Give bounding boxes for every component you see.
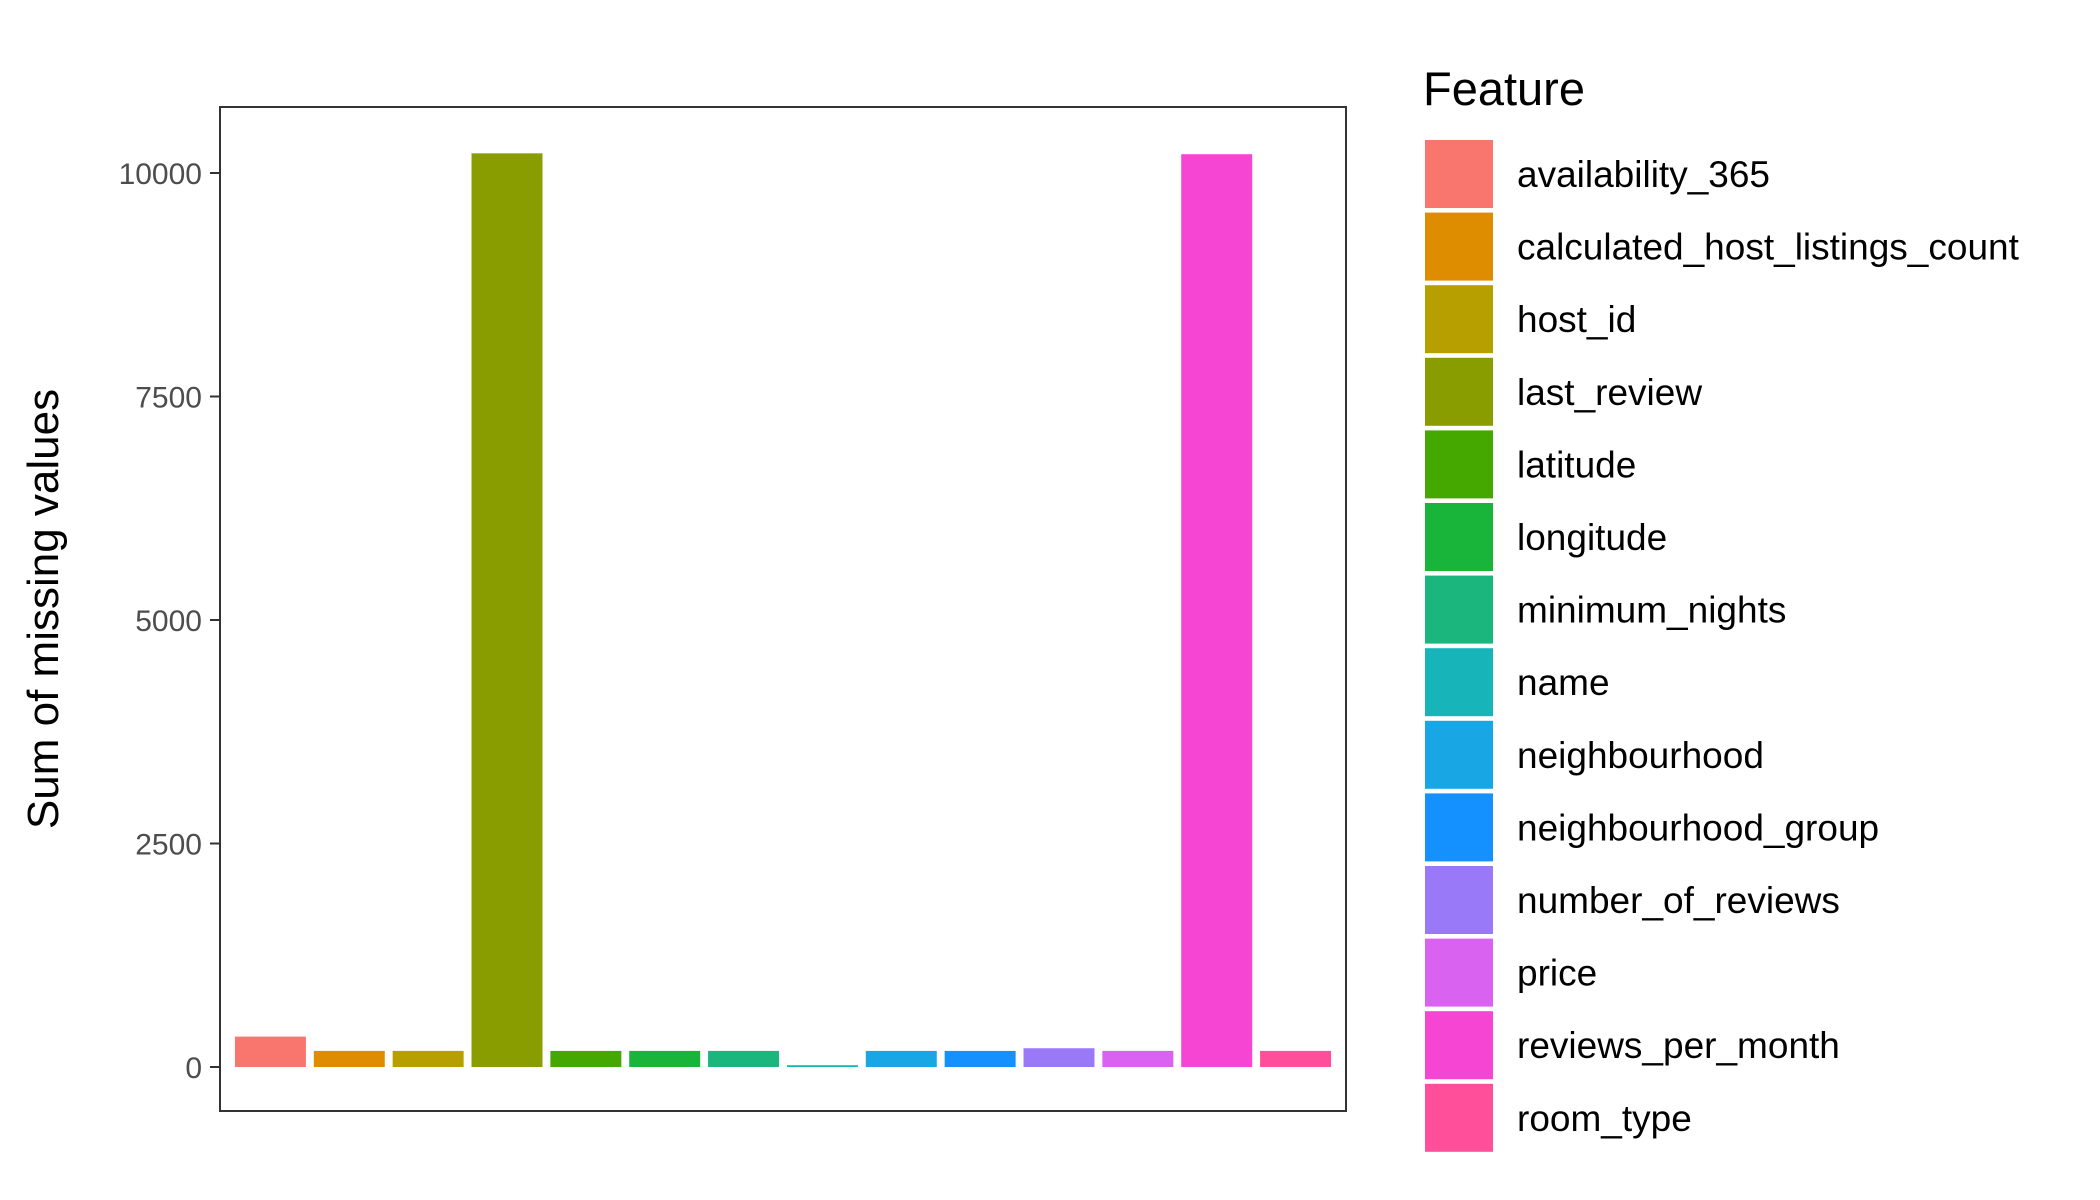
legend-key-latitude bbox=[1425, 430, 1493, 499]
y-tick-label: 0 bbox=[185, 1052, 202, 1085]
plot-panel-border bbox=[219, 106, 1347, 1112]
legend-key-price bbox=[1425, 938, 1493, 1007]
bar-last-review bbox=[471, 153, 543, 1067]
legend-label-number-of-reviews: number_of_reviews bbox=[1517, 880, 1840, 921]
bar-availability-365 bbox=[234, 1036, 306, 1067]
bar-price bbox=[1102, 1050, 1174, 1067]
legend-label-reviews-per-month: reviews_per_month bbox=[1517, 1025, 1840, 1066]
bar-longitude bbox=[629, 1050, 701, 1067]
bar-room-type bbox=[1260, 1050, 1332, 1067]
legend-title: Feature bbox=[1423, 62, 1585, 115]
y-tick-label: 2500 bbox=[135, 829, 202, 862]
y-tick-label: 5000 bbox=[135, 605, 202, 638]
legend-label-name: name bbox=[1517, 662, 1610, 703]
legend-key-neighbourhood bbox=[1425, 720, 1493, 789]
legend-key-longitude bbox=[1425, 503, 1493, 571]
legend-key-neighbourhood-group bbox=[1425, 793, 1493, 862]
y-axis-title: Sum of missing values bbox=[19, 389, 68, 829]
legend-key-name bbox=[1425, 648, 1493, 717]
legend-key-room-type bbox=[1425, 1083, 1493, 1152]
legend-label-host-id: host_id bbox=[1517, 299, 1636, 340]
legend-label-longitude: longitude bbox=[1517, 517, 1667, 558]
bar-minimum-nights bbox=[708, 1050, 780, 1067]
bar-neighbourhood bbox=[865, 1050, 937, 1067]
legend-key-number-of-reviews bbox=[1425, 866, 1493, 934]
legend-label-price: price bbox=[1517, 953, 1597, 994]
bar-neighbourhood-group bbox=[944, 1050, 1016, 1067]
bar-group bbox=[234, 153, 1332, 1067]
bar-number-of-reviews bbox=[1023, 1048, 1095, 1067]
legend-label-room-type: room_type bbox=[1517, 1098, 1692, 1139]
legend-label-latitude: latitude bbox=[1517, 444, 1636, 485]
legend-label-neighbourhood: neighbourhood bbox=[1517, 735, 1764, 776]
legend-key-host-id bbox=[1425, 285, 1493, 354]
legend-label-neighbourhood-group: neighbourhood_group bbox=[1517, 807, 1879, 848]
y-tick-label: 10000 bbox=[119, 158, 202, 191]
legend-key-calculated-host-listings-count bbox=[1425, 212, 1493, 281]
legend-label-minimum-nights: minimum_nights bbox=[1517, 590, 1786, 631]
legend-key-last-review bbox=[1425, 357, 1493, 426]
legend-label-last-review: last_review bbox=[1517, 372, 1702, 413]
bar-calculated-host-listings-count bbox=[313, 1050, 385, 1067]
legend: availability_365 calculated_host_listings… bbox=[1425, 140, 2020, 1152]
legend-label-availability-365: availability_365 bbox=[1517, 154, 1770, 195]
bar-host-id bbox=[392, 1050, 464, 1067]
y-tick-label: 7500 bbox=[135, 382, 202, 415]
bar-name bbox=[786, 1065, 858, 1067]
legend-key-minimum-nights bbox=[1425, 575, 1493, 644]
legend-label-calculated-host-listings-count: calculated_host_listings_count bbox=[1517, 227, 2020, 268]
legend-key-reviews-per-month bbox=[1425, 1011, 1493, 1080]
y-axis: 0 2500 5000 7500 10000 bbox=[119, 158, 220, 1085]
bar-reviews-per-month bbox=[1181, 154, 1253, 1067]
legend-key-availability-365 bbox=[1425, 140, 1493, 208]
bar-latitude bbox=[550, 1050, 622, 1067]
